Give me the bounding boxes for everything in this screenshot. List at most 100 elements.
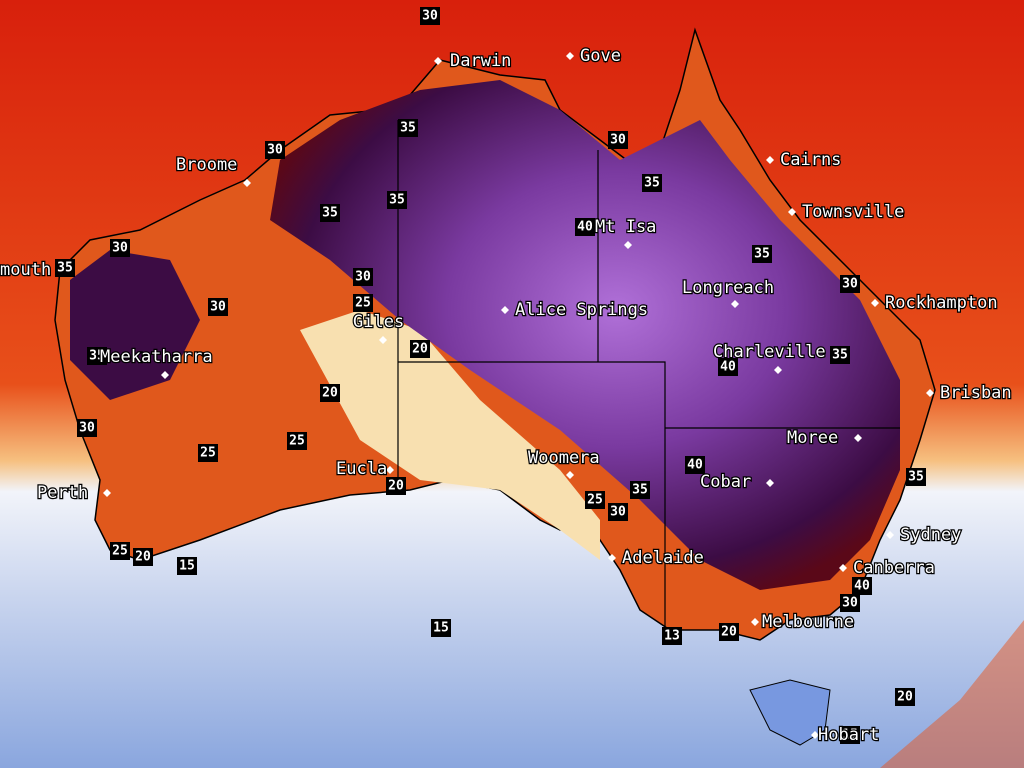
isotherm-label: 30: [842, 277, 858, 292]
city-label: Moree: [787, 428, 838, 448]
isotherm-box: [840, 726, 860, 744]
city-label: Charleville: [713, 342, 826, 362]
isotherm-label: 30: [79, 421, 95, 436]
isotherm-box: [320, 384, 340, 402]
isotherm-label: 15: [842, 728, 858, 743]
isotherm-label: 35: [322, 206, 338, 221]
isotherm-box: [431, 619, 451, 637]
city-marker: [161, 371, 169, 379]
isotherm-box: [320, 204, 340, 222]
isotherm-box: [55, 259, 75, 277]
isotherm-box: [630, 481, 650, 499]
city-marker: [243, 179, 251, 187]
isotherm-label: 30: [355, 270, 371, 285]
city-marker: [386, 466, 394, 474]
isotherm-label: 20: [388, 479, 404, 494]
tasmania: [749, 679, 831, 746]
city-marker: [434, 57, 442, 65]
city-label: Canberra: [853, 558, 935, 578]
city-label: Cairns: [780, 150, 841, 170]
isotherm-box: [287, 432, 307, 450]
isotherm-label: 40: [577, 220, 593, 235]
city-marker: [379, 336, 387, 344]
city-label: Cobar: [700, 472, 751, 492]
isotherm-box: [410, 340, 430, 358]
city-marker: [871, 299, 879, 307]
isotherm-label: 30: [210, 300, 226, 315]
isotherm-label: 35: [832, 348, 848, 363]
city-marker: [103, 489, 111, 497]
isotherm-box: [608, 503, 628, 521]
isotherm-label: 30: [267, 143, 283, 158]
isotherm-label: 30: [112, 241, 128, 256]
city-label: Townsville: [802, 202, 904, 222]
isotherm-label: 25: [355, 296, 371, 311]
isotherm-label: 30: [610, 133, 626, 148]
isotherm-box: [752, 245, 772, 263]
isotherm-label: 35: [644, 176, 660, 191]
isotherm-box: [133, 548, 153, 566]
heat-core: [270, 80, 900, 590]
isotherm-box: [719, 623, 739, 641]
isotherm-box: [906, 468, 926, 486]
isotherm-box: [386, 477, 406, 495]
isotherm-box: [840, 594, 860, 612]
city-marker: [608, 554, 616, 562]
city-label: Broome: [176, 155, 237, 175]
isotherm-box: [718, 358, 738, 376]
city-marker: [624, 241, 632, 249]
city-label: Eucla: [336, 459, 387, 479]
isotherm-label: 20: [135, 550, 151, 565]
isotherm-label: 35: [632, 483, 648, 498]
city-marker: [566, 471, 574, 479]
isotherm-label: 35: [57, 261, 73, 276]
isotherm-box: [77, 419, 97, 437]
isotherm-box: [387, 191, 407, 209]
city-label: Perth: [37, 483, 88, 503]
city-marker: [774, 366, 782, 374]
city-marker: [501, 306, 509, 314]
isotherm-label: 15: [433, 621, 449, 636]
isotherm-label: 35: [389, 193, 405, 208]
city-label: Adelaide: [622, 548, 704, 568]
state-borders: [397, 120, 900, 630]
city-label: Meekatharra: [100, 347, 213, 367]
city-label: Longreach: [682, 278, 774, 298]
isotherm-label: 20: [322, 386, 338, 401]
isotherm-box: [353, 294, 373, 312]
city-marker: [926, 389, 934, 397]
isotherm-label: 30: [422, 9, 438, 24]
isotherm-box: [830, 346, 850, 364]
isotherm-box: [685, 456, 705, 474]
isotherm-label: 25: [200, 446, 216, 461]
city-marker: [811, 731, 819, 739]
city-marker: [731, 300, 739, 308]
isotherm-label: 40: [687, 458, 703, 473]
isotherm-label: 25: [587, 493, 603, 508]
isotherm-label: 25: [112, 544, 128, 559]
isotherm-box: [110, 542, 130, 560]
isotherm-label: 15: [179, 559, 195, 574]
isotherm-box: [895, 688, 915, 706]
isotherm-label: 35: [754, 247, 770, 262]
isotherm-box: [608, 131, 628, 149]
isotherm-box: [208, 298, 228, 316]
isotherm-box: [420, 7, 440, 25]
city-label: Brisban: [940, 383, 1012, 403]
isotherm-box: [177, 557, 197, 575]
isotherm-box: [198, 444, 218, 462]
city-label: Giles: [353, 312, 404, 332]
isotherm-box: [353, 268, 373, 286]
isotherm-label: 35: [89, 349, 105, 364]
city-label: Alice Springs: [515, 300, 648, 320]
city-label: Melbourne: [762, 612, 854, 632]
isotherm-box: [662, 627, 682, 645]
isotherm-label: 40: [854, 579, 870, 594]
isotherm-box: [575, 218, 595, 236]
city-marker: [839, 564, 847, 572]
isotherm-box: [642, 174, 662, 192]
city-label: Hobart: [818, 725, 879, 745]
isotherm-label: 40: [720, 360, 736, 375]
